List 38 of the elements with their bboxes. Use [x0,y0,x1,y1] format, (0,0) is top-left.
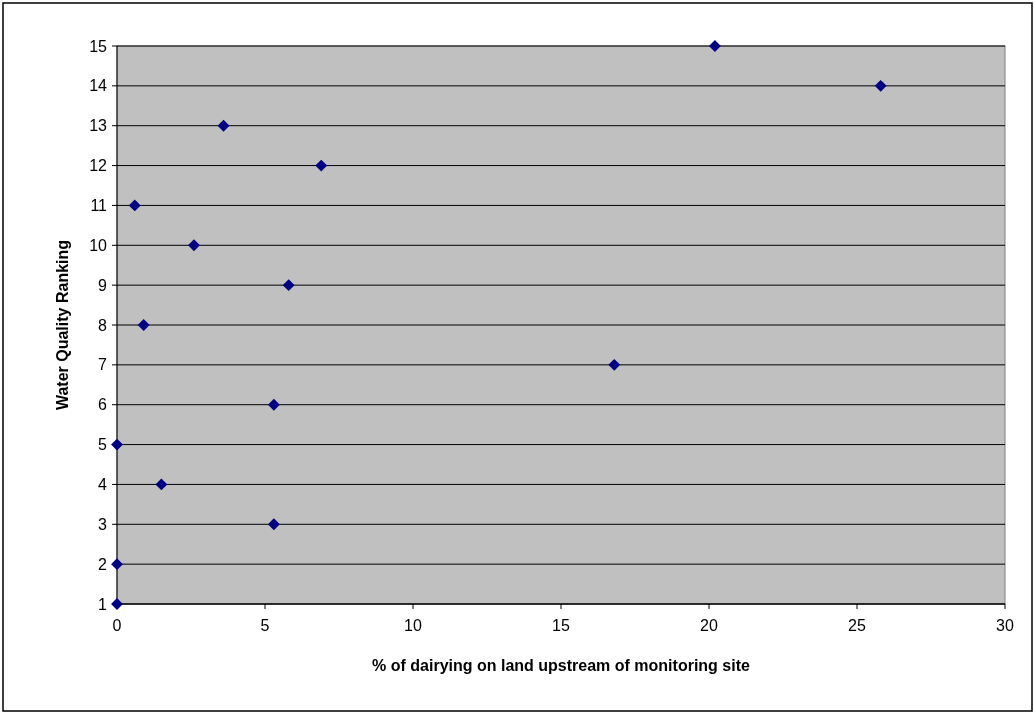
x-tick-label: 0 [112,617,122,634]
x-tick-label: 25 [848,617,866,634]
y-tick-label: 14 [89,77,108,95]
y-tick-label: 3 [98,515,108,533]
y-tick-label: 13 [89,117,108,135]
point [111,558,123,571]
y-tick-label: 7 [98,356,108,374]
y-tick-label: 8 [98,316,108,334]
point [267,398,280,411]
y-tick-label: 11 [90,197,108,215]
x-axis-title: % of dairying on land upstream of monitoring site [372,657,750,674]
y-tick-label: 15 [89,37,108,55]
y-tick-label: 4 [98,476,108,494]
y-axis-title: Water Quality Ranking [54,239,71,411]
y-tick-label: 12 [89,157,108,175]
point [874,79,887,92]
y-tick-label: 2 [98,555,108,573]
x-tick-label: 5 [260,617,270,634]
y-tick-label: 10 [89,236,108,254]
y-tick-label: 5 [98,436,108,454]
point [137,319,150,331]
x-tick-label: 20 [700,617,718,634]
point [155,478,168,491]
x-tick-label: 10 [404,617,422,634]
point [608,358,621,371]
point [111,438,123,451]
point [128,199,141,212]
point [315,159,328,172]
point [282,279,295,292]
y-tick-label: 6 [98,396,108,414]
y-tick-label: 9 [98,276,108,294]
point [708,40,721,52]
x-tick-label: 30 [996,617,1014,634]
point [267,518,280,531]
y-tick-label: 1 [98,595,108,613]
point [188,239,200,252]
x-tick-label: 15 [552,617,570,634]
point [217,119,230,132]
